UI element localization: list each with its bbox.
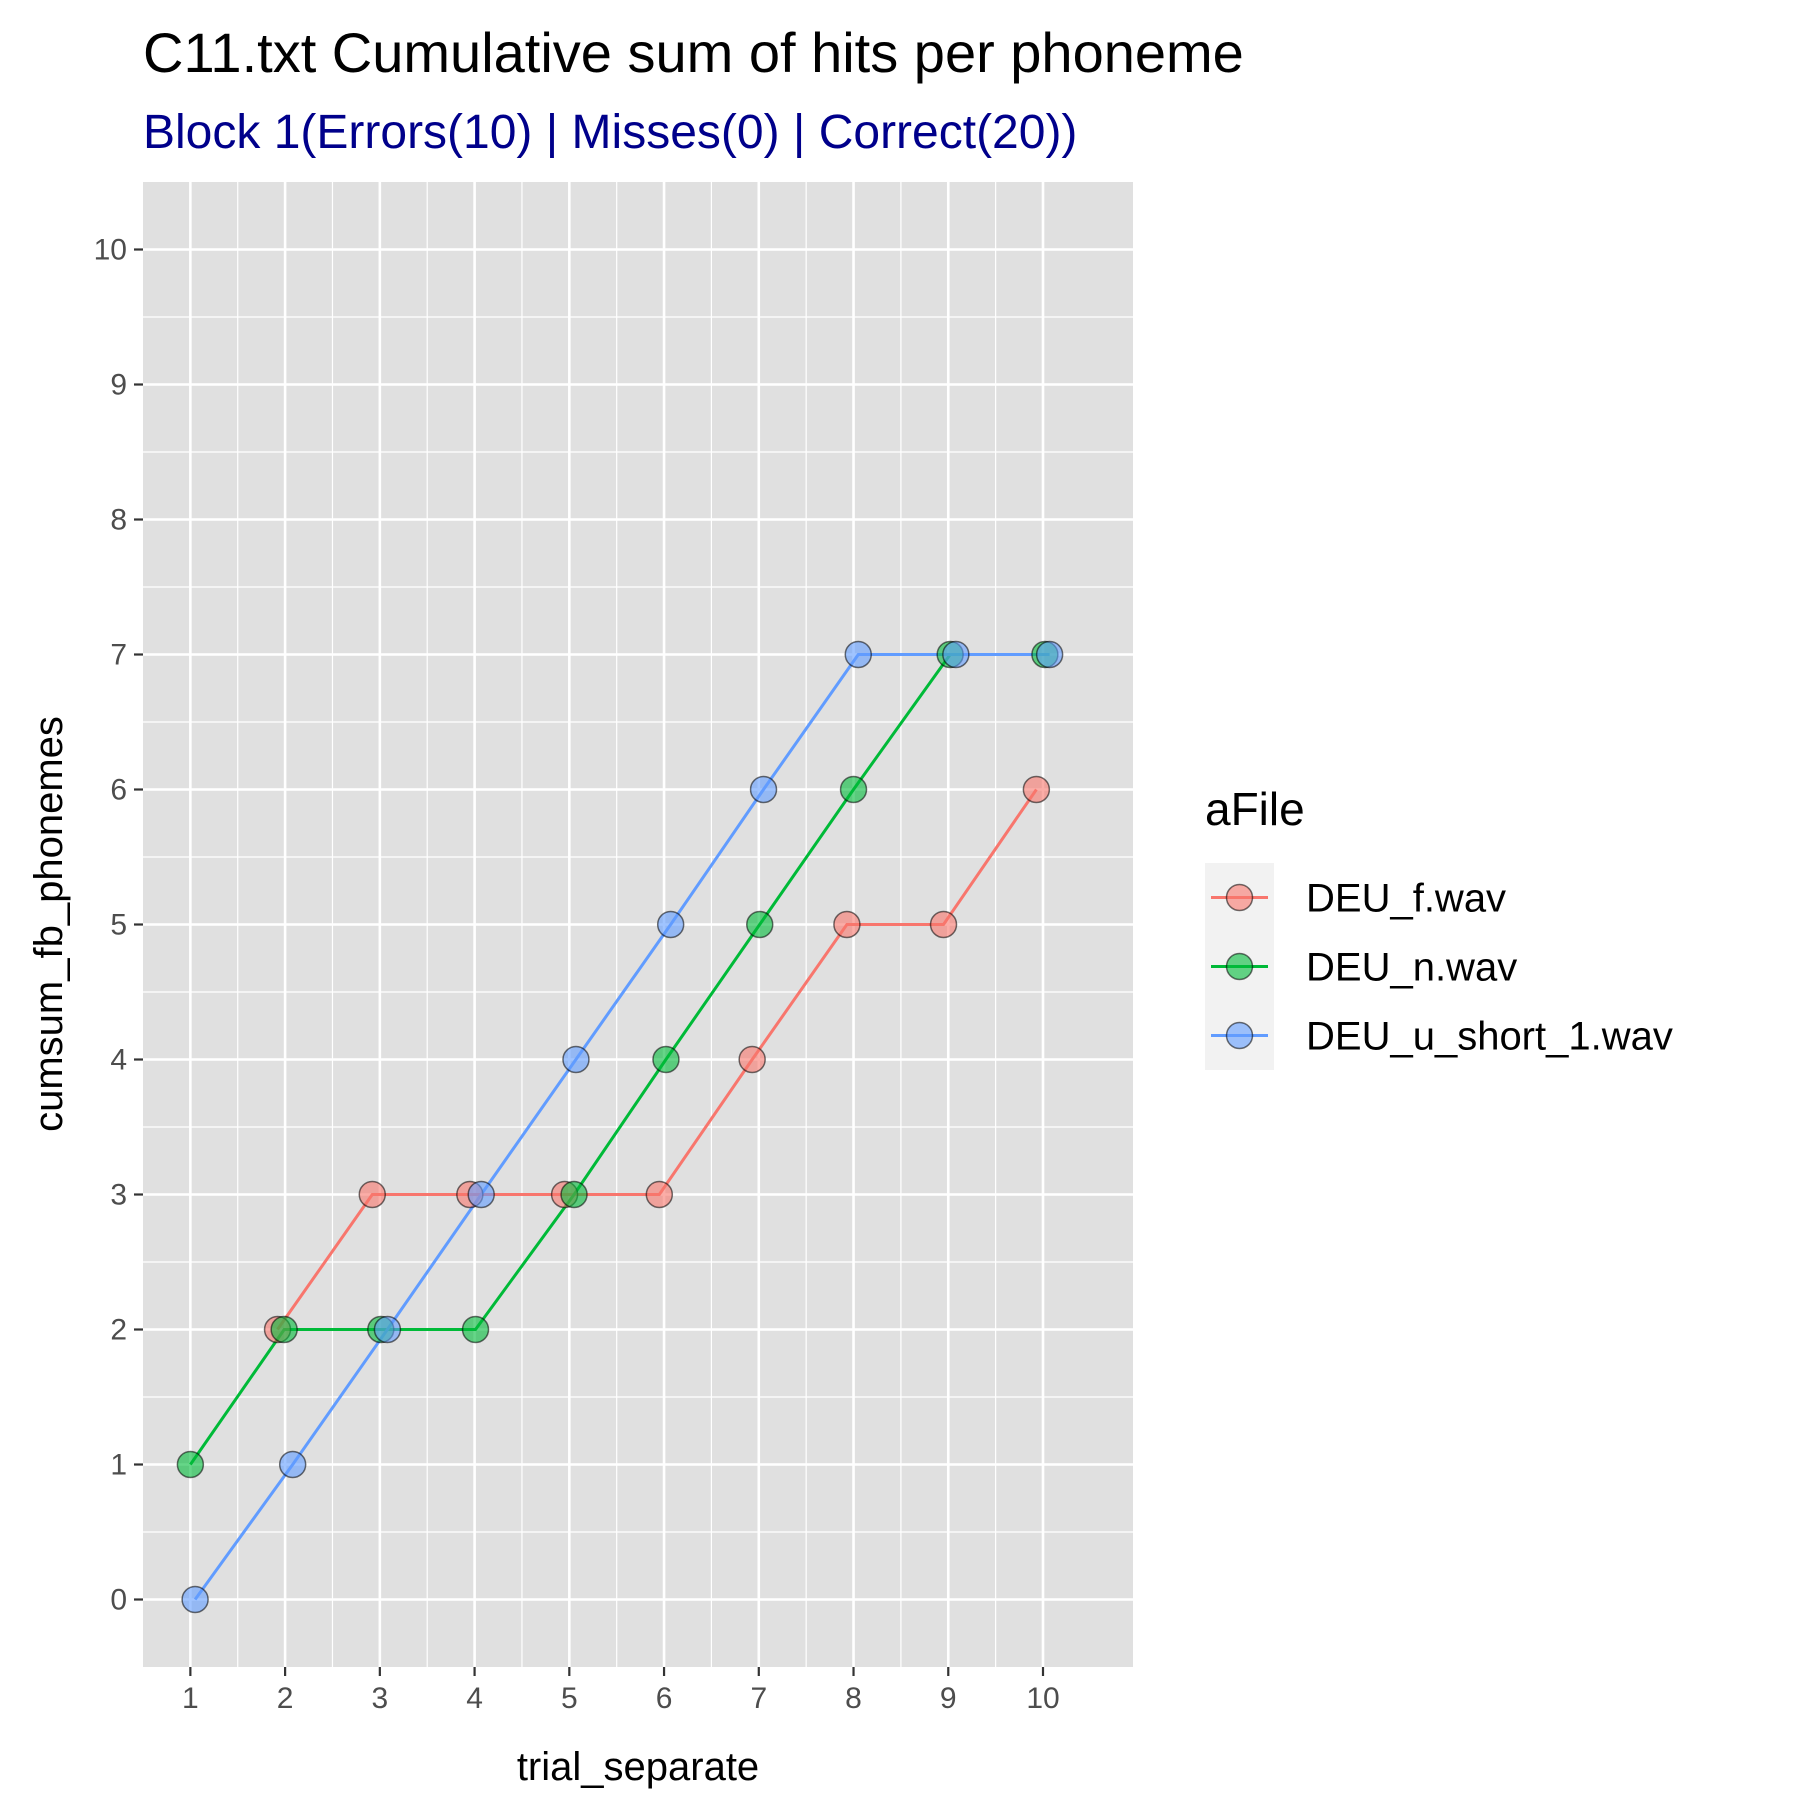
data-point: [929, 910, 958, 939]
data-point: [562, 1045, 590, 1074]
y-tick-label: 4: [110, 1044, 127, 1077]
data-point: [467, 1180, 495, 1209]
y-tick-label: 2: [110, 1314, 127, 1347]
data-point: [270, 1315, 298, 1344]
y-tick-label: 5: [110, 909, 127, 942]
data-point: [645, 1180, 674, 1209]
y-tick-label: 8: [110, 504, 127, 537]
x-tick-label: 3: [371, 1682, 388, 1715]
x-tick-label: 5: [561, 1682, 578, 1715]
data-point: [652, 1045, 680, 1074]
data-point: [844, 640, 873, 669]
series-line: [189, 653, 1045, 1466]
data-point: [358, 1180, 387, 1209]
y-tick-label: 3: [110, 1179, 127, 1212]
data-point: [839, 775, 868, 804]
chart-title: C11.txt Cumulative sum of hits per phone…: [143, 21, 1244, 84]
legend-label: DEU_u_short_1.wav: [1306, 1015, 1673, 1059]
x-tick-label: 6: [656, 1682, 673, 1715]
legend-key-point: [1225, 883, 1254, 912]
x-tick-label: 10: [1026, 1682, 1059, 1715]
x-axis-title: trial_separate: [517, 1745, 759, 1789]
x-tick-label: 7: [750, 1682, 767, 1715]
y-tick-label: 0: [110, 1584, 127, 1617]
data-point: [656, 910, 685, 939]
y-tick-label: 9: [110, 369, 127, 402]
data-point: [738, 1045, 766, 1074]
legend-label: DEU_f.wav: [1306, 877, 1506, 921]
legend-key-point: [1225, 952, 1254, 981]
y-axis-title: cumsum_fb_phonemes: [27, 716, 71, 1132]
x-axis: 1 2 3 4 5 6 7 8 9 10: [182, 1667, 1060, 1715]
y-tick-label: 6: [110, 774, 127, 807]
legend: aFile DEU_f.wav DEU_n.wav DEU_u_short_1.wa…: [1205, 783, 1673, 1070]
x-tick-label: 4: [466, 1682, 483, 1715]
data-point: [1035, 640, 1064, 669]
series-points: [176, 640, 1064, 1614]
y-tick-label: 7: [110, 639, 127, 672]
data-point: [560, 1180, 588, 1209]
data-point: [745, 910, 774, 939]
data-point: [749, 775, 778, 804]
x-tick-label: 1: [182, 1682, 199, 1715]
x-tick-label: 8: [845, 1682, 862, 1715]
y-tick-label: 1: [110, 1449, 127, 1482]
legend-key-point: [1225, 1021, 1254, 1050]
data-point: [1022, 775, 1051, 804]
data-point: [833, 910, 861, 939]
data-point: [373, 1315, 402, 1344]
y-tick-label: 10: [94, 234, 127, 267]
data-point: [942, 640, 970, 669]
x-tick-label: 2: [277, 1682, 294, 1715]
data-point: [176, 1450, 205, 1479]
data-point: [181, 1585, 209, 1614]
data-point: [461, 1315, 490, 1344]
series-line: [193, 653, 1050, 1601]
legend-title: aFile: [1205, 783, 1305, 835]
x-tick-label: 9: [940, 1682, 957, 1715]
y-axis: 0 1 2 3 4 5 6 7 8 9 10: [94, 234, 143, 1617]
data-point: [278, 1450, 307, 1479]
legend-label: DEU_n.wav: [1306, 946, 1517, 990]
chart-subtitle: Block 1(Errors(10) | Misses(0) | Correct…: [143, 106, 1077, 159]
